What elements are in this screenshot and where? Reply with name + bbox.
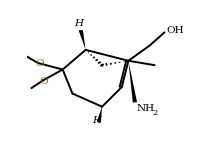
Text: O: O <box>35 59 44 68</box>
Polygon shape <box>79 30 86 50</box>
Text: OH: OH <box>166 26 184 35</box>
Text: 2: 2 <box>152 109 158 117</box>
Polygon shape <box>97 107 102 122</box>
Text: H: H <box>93 116 102 125</box>
Text: NH: NH <box>137 104 155 113</box>
Polygon shape <box>128 61 137 103</box>
Text: O: O <box>39 77 48 85</box>
Text: H: H <box>74 19 83 28</box>
